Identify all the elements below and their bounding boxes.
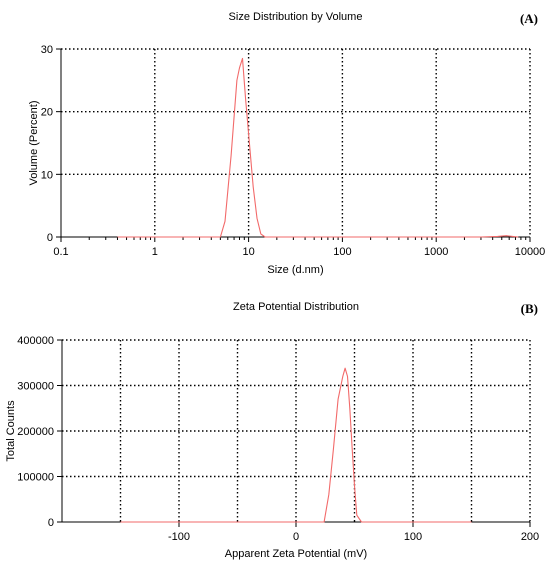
x-tick-label: 1 [152,246,158,258]
x-axis-label: Apparent Zeta Potential (mV) [225,548,367,560]
x-tick-label: 100 [333,246,351,258]
y-axis-label: Volume (Percent) [28,101,40,186]
x-tick-label: 1000 [424,246,448,258]
y-tick-label: 10 [41,169,53,181]
y-axis-label: Total Counts [5,400,17,462]
y-tick-label: 400000 [17,335,54,347]
chart-title: Zeta Potential Distribution [233,301,359,313]
x-tick-label: 0 [293,531,299,543]
y-tick-label: 300000 [17,381,54,393]
zeta-potential-chart: Zeta Potential Distribution (B) -100 0 100 20… [5,301,539,560]
x-tick-label: 100 [404,531,422,543]
x-tick-label: 0.1 [53,246,68,258]
distribution-series-line [120,367,472,523]
y-tick-label: 0 [47,232,53,244]
y-tick-label: 200000 [17,426,54,438]
y-tick-label: 100000 [17,472,54,484]
x-tick-label: -100 [168,531,190,543]
y-tick-label: 0 [48,517,54,529]
panel-label: (B) [521,301,538,316]
panel-label: (A) [520,11,538,26]
x-tick-label: 200 [521,531,539,543]
size-distribution-chart: Size Distribution by Volume (A)0.1 1 10 100 1… [28,11,546,276]
x-axis-label: Size (d.nm) [267,264,323,276]
x-tick-label: 10000 [515,246,546,258]
chart-title: Size Distribution by Volume [229,11,363,23]
x-tick-label: 10 [242,246,254,258]
y-tick-label: 30 [41,44,53,56]
y-tick-label: 20 [41,107,53,119]
distribution-series-line [117,57,519,238]
